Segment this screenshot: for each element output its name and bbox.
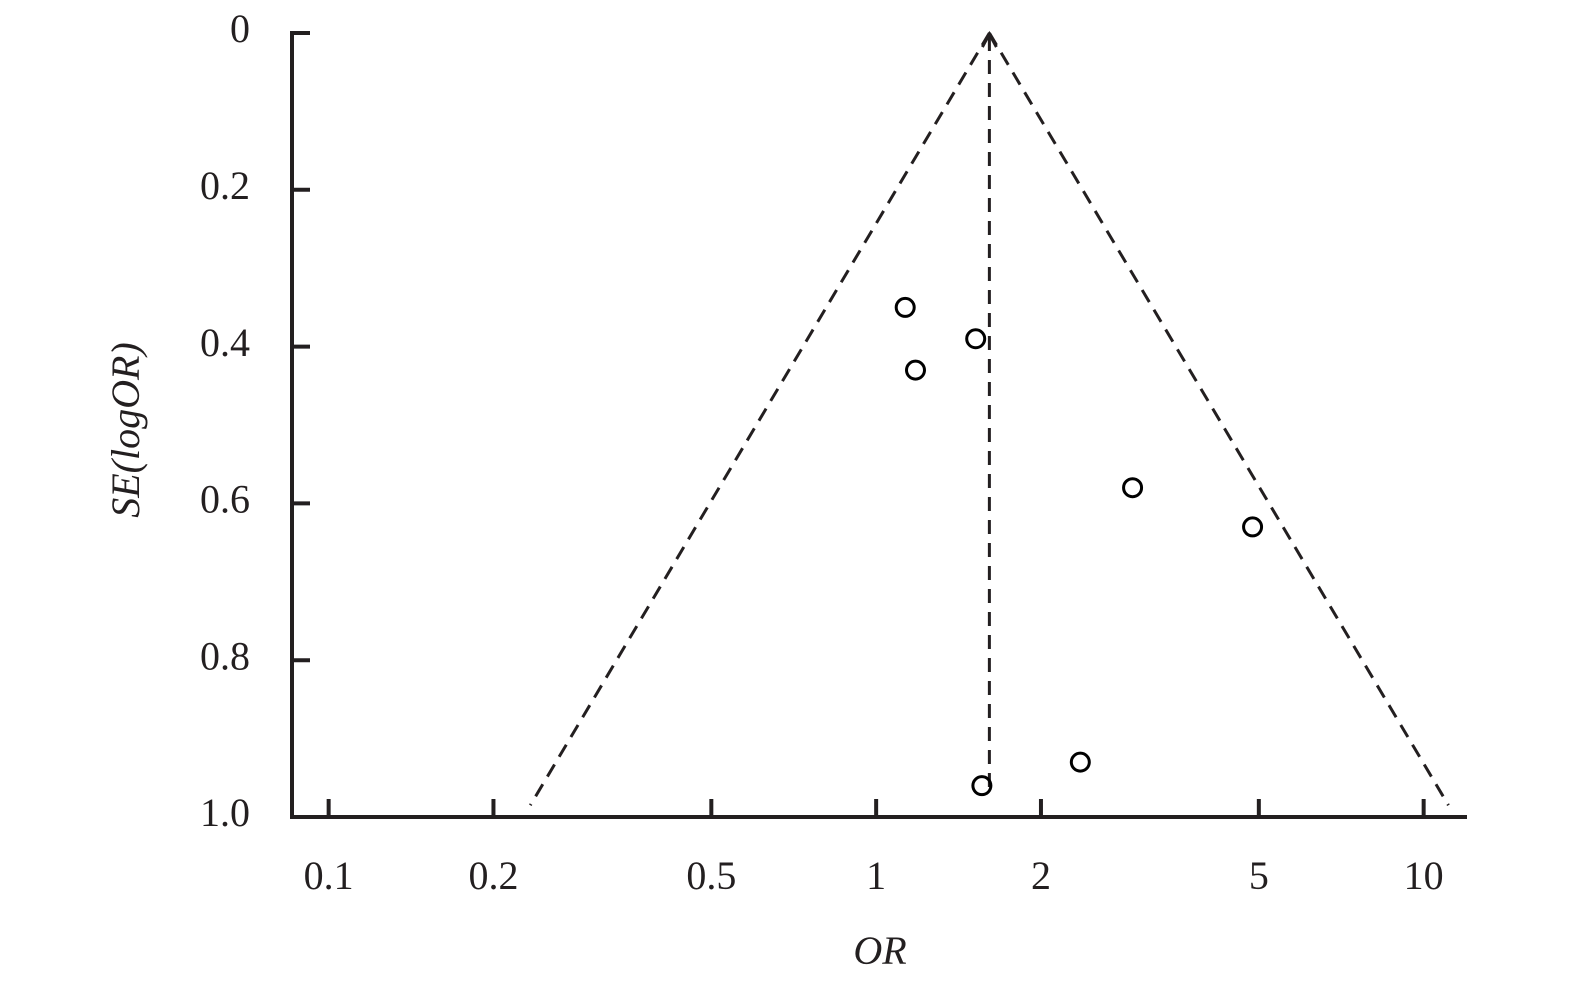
x-tick-label: 5 bbox=[1249, 853, 1269, 898]
study-point bbox=[965, 328, 987, 350]
y-tick-label: 0 bbox=[230, 6, 250, 51]
y-tick-label: 0.4 bbox=[200, 320, 250, 365]
x-tick-label: 2 bbox=[1031, 853, 1051, 898]
study-point bbox=[1122, 477, 1144, 499]
pooled-arrow bbox=[981, 30, 998, 48]
x-tick-label: 10 bbox=[1404, 853, 1444, 898]
study-point bbox=[894, 296, 916, 318]
funnel-right bbox=[988, 32, 1450, 807]
x-tick-label: 0.2 bbox=[468, 853, 518, 898]
study-point bbox=[1069, 751, 1091, 773]
y-tick-label: 0.2 bbox=[200, 163, 250, 208]
funnel-left bbox=[529, 32, 991, 807]
y-tick-label: 0.8 bbox=[200, 633, 250, 678]
x-tick-label: 0.5 bbox=[686, 853, 736, 898]
x-tick-label: 1 bbox=[866, 853, 886, 898]
x-axis-title: OR bbox=[853, 928, 906, 973]
y-axis-title: SE(logOR) bbox=[103, 342, 148, 518]
study-point bbox=[905, 359, 927, 381]
study-point bbox=[971, 775, 993, 797]
y-tick-label: 0.6 bbox=[200, 477, 250, 522]
x-tick-label: 0.1 bbox=[304, 853, 354, 898]
study-point bbox=[1242, 516, 1264, 538]
y-tick-label: 1.0 bbox=[200, 790, 250, 835]
